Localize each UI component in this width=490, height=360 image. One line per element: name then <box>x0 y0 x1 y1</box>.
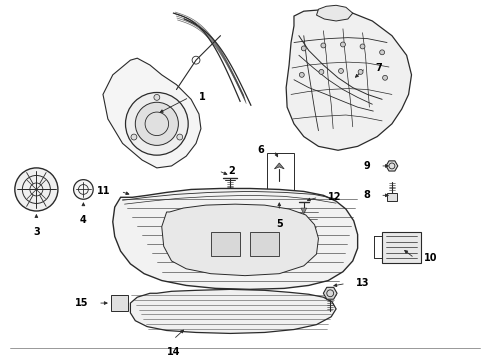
Circle shape <box>15 168 58 211</box>
Text: 7: 7 <box>375 63 382 73</box>
Polygon shape <box>113 189 358 289</box>
Text: 11: 11 <box>98 186 111 197</box>
Text: 2: 2 <box>228 166 235 176</box>
Text: 14: 14 <box>167 347 180 357</box>
Circle shape <box>177 134 183 140</box>
Polygon shape <box>323 287 337 299</box>
Circle shape <box>74 180 93 199</box>
Circle shape <box>341 42 345 47</box>
Polygon shape <box>162 204 318 276</box>
Bar <box>267 153 294 200</box>
Text: 5: 5 <box>276 219 283 229</box>
Bar <box>250 231 279 256</box>
Text: 1: 1 <box>199 93 206 102</box>
Circle shape <box>319 69 324 75</box>
Polygon shape <box>301 208 307 214</box>
Bar <box>382 231 421 263</box>
Circle shape <box>125 93 188 155</box>
Circle shape <box>380 50 385 55</box>
Text: 8: 8 <box>364 190 370 200</box>
Text: 10: 10 <box>424 253 438 263</box>
Text: 3: 3 <box>33 227 40 237</box>
Polygon shape <box>274 163 284 169</box>
Circle shape <box>301 46 306 51</box>
Bar <box>211 231 240 256</box>
Circle shape <box>383 75 388 80</box>
Circle shape <box>154 94 160 100</box>
Polygon shape <box>130 289 336 333</box>
Text: 9: 9 <box>364 161 370 171</box>
Text: 6: 6 <box>258 145 265 155</box>
Circle shape <box>321 43 326 48</box>
Circle shape <box>358 69 363 75</box>
Polygon shape <box>386 161 398 171</box>
Text: 12: 12 <box>328 192 342 202</box>
Bar <box>387 193 397 201</box>
Polygon shape <box>286 9 412 150</box>
Circle shape <box>360 44 365 49</box>
Polygon shape <box>103 58 201 168</box>
Circle shape <box>131 134 137 140</box>
Polygon shape <box>317 5 353 21</box>
Circle shape <box>339 68 343 73</box>
Circle shape <box>299 72 304 77</box>
Text: 13: 13 <box>356 279 369 288</box>
Circle shape <box>135 102 178 145</box>
Text: 15: 15 <box>75 298 88 308</box>
Text: 4: 4 <box>80 215 87 225</box>
Bar <box>111 295 128 311</box>
